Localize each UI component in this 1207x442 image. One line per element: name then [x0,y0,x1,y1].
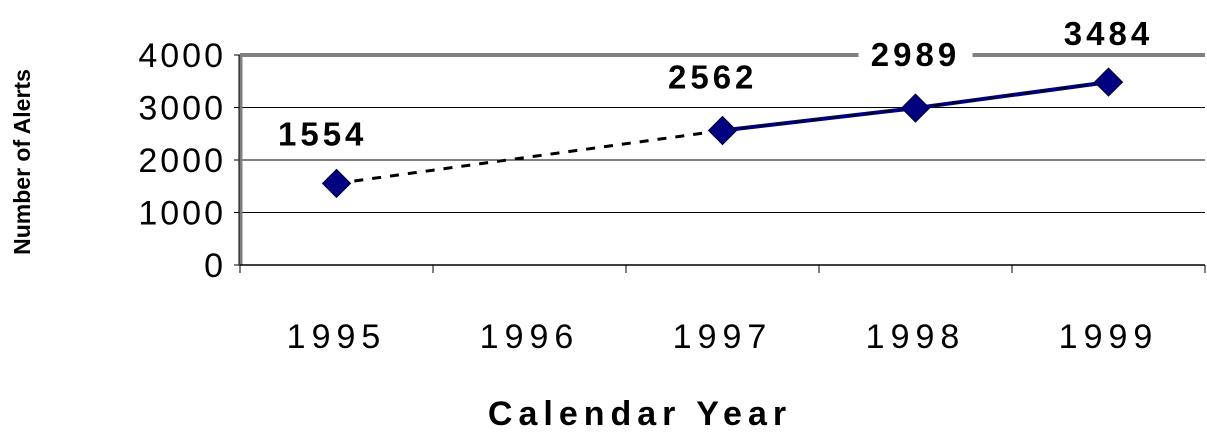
x-tick-label: 1997 [673,318,773,356]
data-label: 1554 [278,115,367,152]
grid-lines [240,53,1205,213]
y-tick-label: 2000 [138,142,226,180]
series-solid-segment-overlay [722,107,916,132]
data-point-marker [321,168,352,199]
x-tick-labels: 1995 1996 1997 1998 1999 [287,318,1159,356]
axes [234,54,1206,273]
series-solid-segment-overlay [915,81,1109,109]
x-tick-label: 1999 [1059,318,1159,356]
series-dashed-segment [336,129,723,185]
data-point-marker [1093,67,1124,97]
data-point-marker [900,93,931,123]
data-label: 3484 [1064,15,1153,52]
x-tick-label: 1996 [480,318,580,356]
data-label-background [858,36,973,75]
x-axis-label: Calendar Year [488,395,792,433]
data-labels: 1554 2562 2989 3484 [278,15,1153,152]
data-label: 2989 [871,36,960,73]
series-line [321,67,1124,199]
y-axis-label: Number of Alerts [9,69,35,255]
y-tick-label: 4000 [138,37,226,75]
data-point-marker [707,115,738,146]
y-tick-label: 3000 [138,90,226,128]
x-tick-label: 1998 [866,318,966,356]
y-tick-label: 1000 [138,195,226,233]
x-tick-label: 1995 [287,318,387,356]
data-label: 2562 [668,58,757,95]
y-tick-labels: 0 1000 2000 3000 4000 [138,37,226,285]
y-tick-label: 0 [204,247,226,285]
